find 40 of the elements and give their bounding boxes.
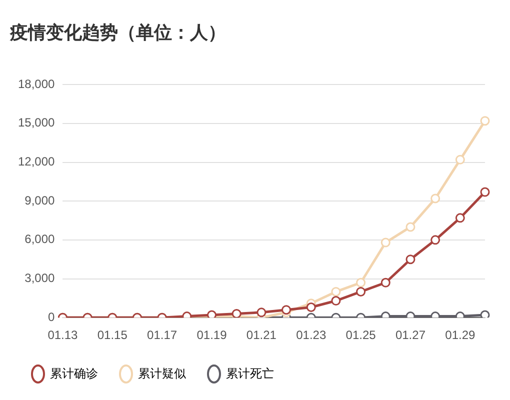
y-tick-label: 12,000	[18, 154, 56, 169]
point	[480, 310, 490, 318]
legend-label: 累计死亡	[226, 366, 274, 380]
point	[232, 308, 242, 318]
point	[356, 278, 366, 288]
point	[331, 296, 341, 306]
point	[207, 310, 216, 318]
point	[380, 238, 390, 248]
x-tick-label: 01.25	[346, 328, 376, 342]
y-tick-label: 6,000	[24, 232, 56, 246]
point	[480, 116, 490, 126]
y-tick-label: 18,000	[18, 76, 56, 91]
point	[406, 222, 416, 232]
y-tick-label: 9,000	[24, 193, 56, 208]
point	[480, 187, 490, 197]
point	[331, 286, 341, 296]
point	[306, 302, 316, 312]
x-tick-label: 01.21	[246, 328, 277, 342]
point	[406, 254, 416, 264]
legend-label: 累计疑似	[138, 366, 186, 380]
x-tick-label: 01.19	[196, 328, 228, 342]
y-tick-label: 0	[48, 310, 56, 324]
y-tick-label: 3,000	[24, 271, 56, 286]
legend-label: 累计确诊	[50, 366, 98, 380]
x-tick-label: 01.27	[395, 328, 426, 342]
point	[282, 305, 292, 315]
x-tick-label: 01.23	[296, 328, 326, 342]
x-tick-label: 01.15	[97, 328, 128, 342]
point	[455, 213, 465, 223]
point	[356, 286, 366, 296]
chart-title: 疫情变化趋势（单位：人）	[9, 22, 226, 44]
y-tick-label: 15,000	[18, 116, 56, 130]
point	[455, 154, 465, 164]
x-tick-label: 01.17	[147, 328, 178, 342]
x-tick-label: 01.13	[48, 328, 78, 342]
point	[256, 308, 266, 318]
point	[380, 278, 390, 288]
x-tick-label: 01.29	[445, 328, 476, 342]
point	[430, 194, 440, 204]
point	[430, 235, 440, 245]
